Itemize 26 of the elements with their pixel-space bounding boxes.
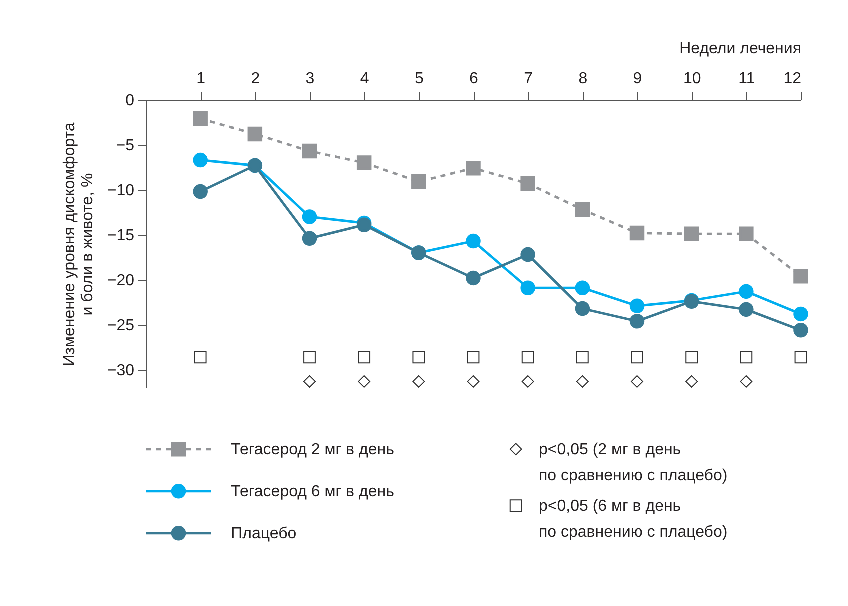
x-tick-label: 8 bbox=[578, 70, 588, 88]
y-tick-label: −30 bbox=[107, 362, 135, 380]
y-tick-label: −20 bbox=[107, 272, 135, 290]
x-tick-label: 11 bbox=[738, 70, 756, 88]
x-tick-label: 12 bbox=[784, 70, 802, 88]
x-tick-label: 1 bbox=[196, 70, 206, 88]
y-tick-label: −5 bbox=[116, 138, 135, 154]
y-tick-label: −10 bbox=[107, 182, 135, 200]
legend-label: p<0,05 (6 мг в день по сравнению с плацебо) bbox=[539, 498, 728, 541]
y-tick-label: −25 bbox=[107, 318, 135, 334]
x-tick-label: 6 bbox=[470, 70, 479, 88]
legend-label: Плацебо bbox=[231, 525, 297, 542]
x-tick-label: 10 bbox=[683, 70, 702, 88]
x-tick-label: 7 bbox=[524, 70, 534, 88]
x-tick-label: 3 bbox=[306, 70, 315, 88]
y-tick-label: 0 bbox=[126, 92, 135, 110]
x-tick-label: 5 bbox=[414, 70, 424, 88]
legend-label: Тегасерод 6 мг в день bbox=[231, 483, 394, 500]
y-axis-title: Изменение уровня дискомфорта и боли в животе, % bbox=[61, 122, 96, 366]
x-tick-label: 4 bbox=[360, 70, 370, 88]
x-axis-title: Недели лечения bbox=[680, 40, 802, 58]
x-tick-label: 9 bbox=[633, 70, 642, 88]
y-tick-label: −15 bbox=[107, 228, 135, 244]
x-tick-label: 2 bbox=[251, 70, 260, 88]
legend-label: Тегасерод 2 мг в день bbox=[231, 441, 394, 458]
legend-label: p<0,05 (2 мг в день по сравнению с плацебо) bbox=[539, 441, 728, 484]
